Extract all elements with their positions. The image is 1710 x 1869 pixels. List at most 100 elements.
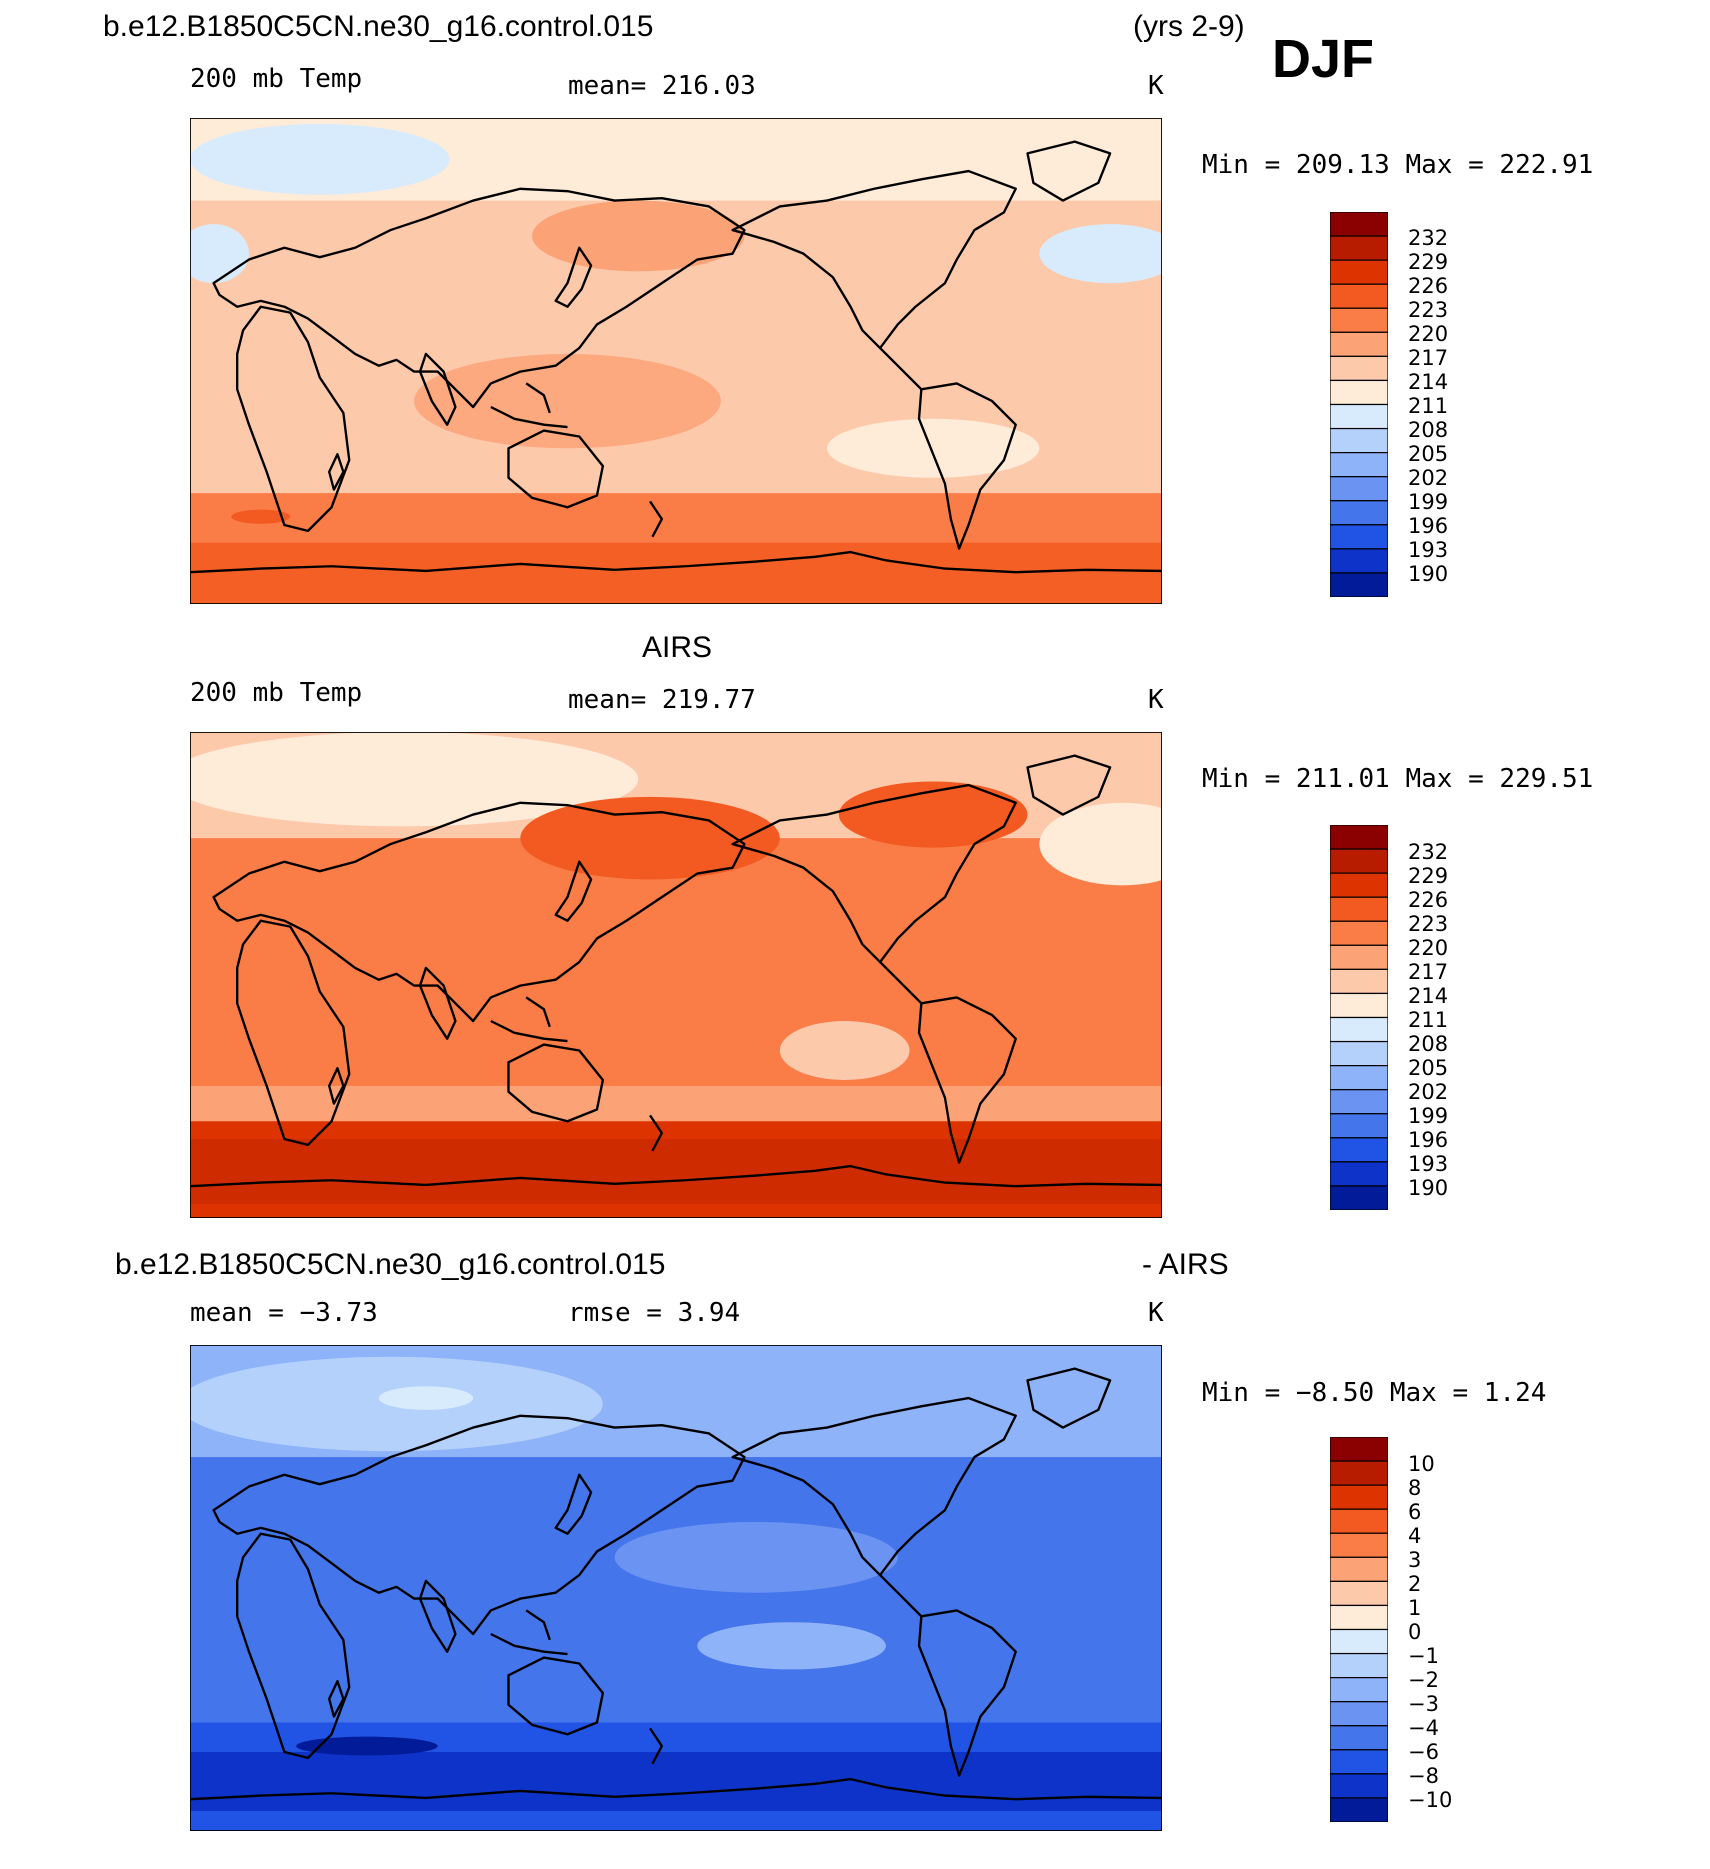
panel1-mean: mean= 216.03 [568, 71, 756, 101]
panel3-units: K [1148, 1298, 1164, 1328]
colorbar-box [1330, 1556, 1388, 1582]
panel1-warm-pacific [532, 200, 745, 272]
colorbar-box [1330, 944, 1388, 970]
colorbar-box [1330, 1065, 1388, 1091]
colorbar-box [1330, 572, 1388, 597]
colorbar-box [1330, 1652, 1388, 1679]
colorbar-tick-label: 6 [1408, 1500, 1422, 1524]
panel3-light-arctic [378, 1386, 474, 1410]
panel3-colorbar-labels: 10 8 6 4 3 2 1 0 −1 −2 −3 −4 −6 −8 −10 [1408, 1452, 1452, 1812]
panel2-minmax: Min = 211.01 Max = 229.51 [1202, 764, 1594, 794]
colorbar-box [1330, 1484, 1388, 1510]
panel3-mid-pacific [614, 1521, 898, 1593]
panel1-map [190, 118, 1162, 604]
colorbar-tick-label: 196 [1408, 1128, 1449, 1152]
colorbar-tick-label: 229 [1408, 864, 1449, 888]
colorbar-tick-label: 205 [1408, 442, 1449, 466]
colorbar-tick-label: −10 [1408, 1788, 1453, 1812]
colorbar-box [1330, 1040, 1388, 1067]
colorbar-tick-label: 199 [1408, 490, 1449, 514]
colorbar-tick-label: 8 [1408, 1476, 1422, 1500]
colorbar-box [1330, 1016, 1388, 1043]
colorbar-tick-label: 2 [1408, 1572, 1422, 1596]
colorbar-box [1330, 920, 1388, 946]
colorbar-box [1330, 403, 1388, 430]
colorbar-box [1330, 1628, 1388, 1655]
colorbar-box [1330, 1725, 1388, 1751]
colorbar-box [1330, 476, 1388, 502]
panel2-mean: mean= 219.77 [568, 685, 756, 715]
panel2-colorbar [1330, 825, 1388, 1210]
colorbar-box [1330, 1089, 1388, 1115]
panel2-map [190, 732, 1162, 1218]
panel3-minmax: Min = −8.50 Max = 1.24 [1202, 1378, 1547, 1408]
colorbar-tick-label: 202 [1408, 1080, 1449, 1104]
panel2-light-sp [779, 1021, 910, 1080]
colorbar-box [1330, 548, 1388, 574]
colorbar-tick-label: −6 [1408, 1740, 1439, 1764]
colorbar-tick-label: 205 [1408, 1056, 1449, 1080]
panel3-mid-sp [697, 1622, 886, 1670]
colorbar-box [1330, 1701, 1388, 1727]
colorbar-box [1330, 427, 1388, 454]
colorbar-tick-label: 223 [1408, 298, 1449, 322]
panel1-colorbar-labels: 232 229 226 223 220 217 214 211 208 205 202 199 196 1… [1408, 226, 1448, 586]
panel1-warm-south [231, 509, 291, 524]
colorbar-box [1330, 283, 1388, 309]
colorbar-box [1330, 524, 1388, 550]
colorbar-box [1330, 1773, 1388, 1799]
colorbar-box [1330, 1749, 1388, 1775]
colorbar-box [1330, 848, 1388, 874]
panel1-cold-patch-b [1039, 224, 1162, 284]
colorbar-tick-label: −3 [1408, 1692, 1439, 1716]
colorbar-tick-label: −1 [1408, 1644, 1439, 1668]
colorbar-tick-label: 217 [1408, 960, 1449, 984]
panel2-colorbar-labels: 232 229 226 223 220 217 214 211 208 205 202 199 196 1… [1408, 840, 1448, 1200]
colorbar-box [1330, 379, 1388, 406]
colorbar-tick-label: 10 [1408, 1452, 1435, 1476]
colorbar-box [1330, 212, 1388, 237]
colorbar-box [1330, 1797, 1388, 1822]
panel1-light-sp [826, 418, 1040, 478]
colorbar-tick-label: 202 [1408, 466, 1449, 490]
colorbar-tick-label: 3 [1408, 1548, 1422, 1572]
colorbar-tick-label: 208 [1408, 418, 1449, 442]
panel3-colorbar [1330, 1437, 1388, 1822]
panel3-deep-south [296, 1736, 438, 1756]
panel3-title-right: - AIRS [1142, 1248, 1229, 1281]
colorbar-box [1330, 235, 1388, 261]
colorbar-box [1330, 872, 1388, 898]
colorbar-box [1330, 1437, 1388, 1462]
panel1-units: K [1148, 71, 1164, 101]
panel2-warm-canada [838, 781, 1028, 848]
colorbar-box [1330, 896, 1388, 922]
colorbar-tick-label: 0 [1408, 1620, 1422, 1644]
colorbar-tick-label: 223 [1408, 912, 1449, 936]
colorbar-box [1330, 259, 1388, 285]
panel1-colorbar [1330, 212, 1388, 597]
panel2-warm-pacific [520, 796, 780, 880]
colorbar-box [1330, 500, 1388, 526]
colorbar-box [1330, 331, 1388, 357]
panel3-mean: mean = −3.73 [190, 1298, 378, 1328]
colorbar-box [1330, 1185, 1388, 1210]
panel2-light-atlantic [1039, 802, 1162, 886]
colorbar-box [1330, 968, 1388, 995]
colorbar-tick-label: 4 [1408, 1524, 1422, 1548]
colorbar-tick-label: 199 [1408, 1104, 1449, 1128]
colorbar-tick-label: 190 [1408, 1176, 1449, 1200]
colorbar-box [1330, 1604, 1388, 1631]
colorbar-tick-label: −8 [1408, 1764, 1439, 1788]
case-title: b.e12.B1850C5CN.ne30_g16.control.015 [103, 10, 654, 43]
colorbar-box [1330, 1580, 1388, 1607]
colorbar-tick-label: −2 [1408, 1668, 1439, 1692]
colorbar-tick-label: 211 [1408, 1008, 1449, 1032]
colorbar-box [1330, 992, 1388, 1019]
colorbar-box [1330, 1161, 1388, 1187]
colorbar-box [1330, 452, 1388, 478]
panel3-map [190, 1345, 1162, 1831]
colorbar-box [1330, 1532, 1388, 1558]
panel1-minmax: Min = 209.13 Max = 222.91 [1202, 150, 1594, 180]
colorbar-box [1330, 307, 1388, 333]
colorbar-tick-label: 193 [1408, 538, 1449, 562]
